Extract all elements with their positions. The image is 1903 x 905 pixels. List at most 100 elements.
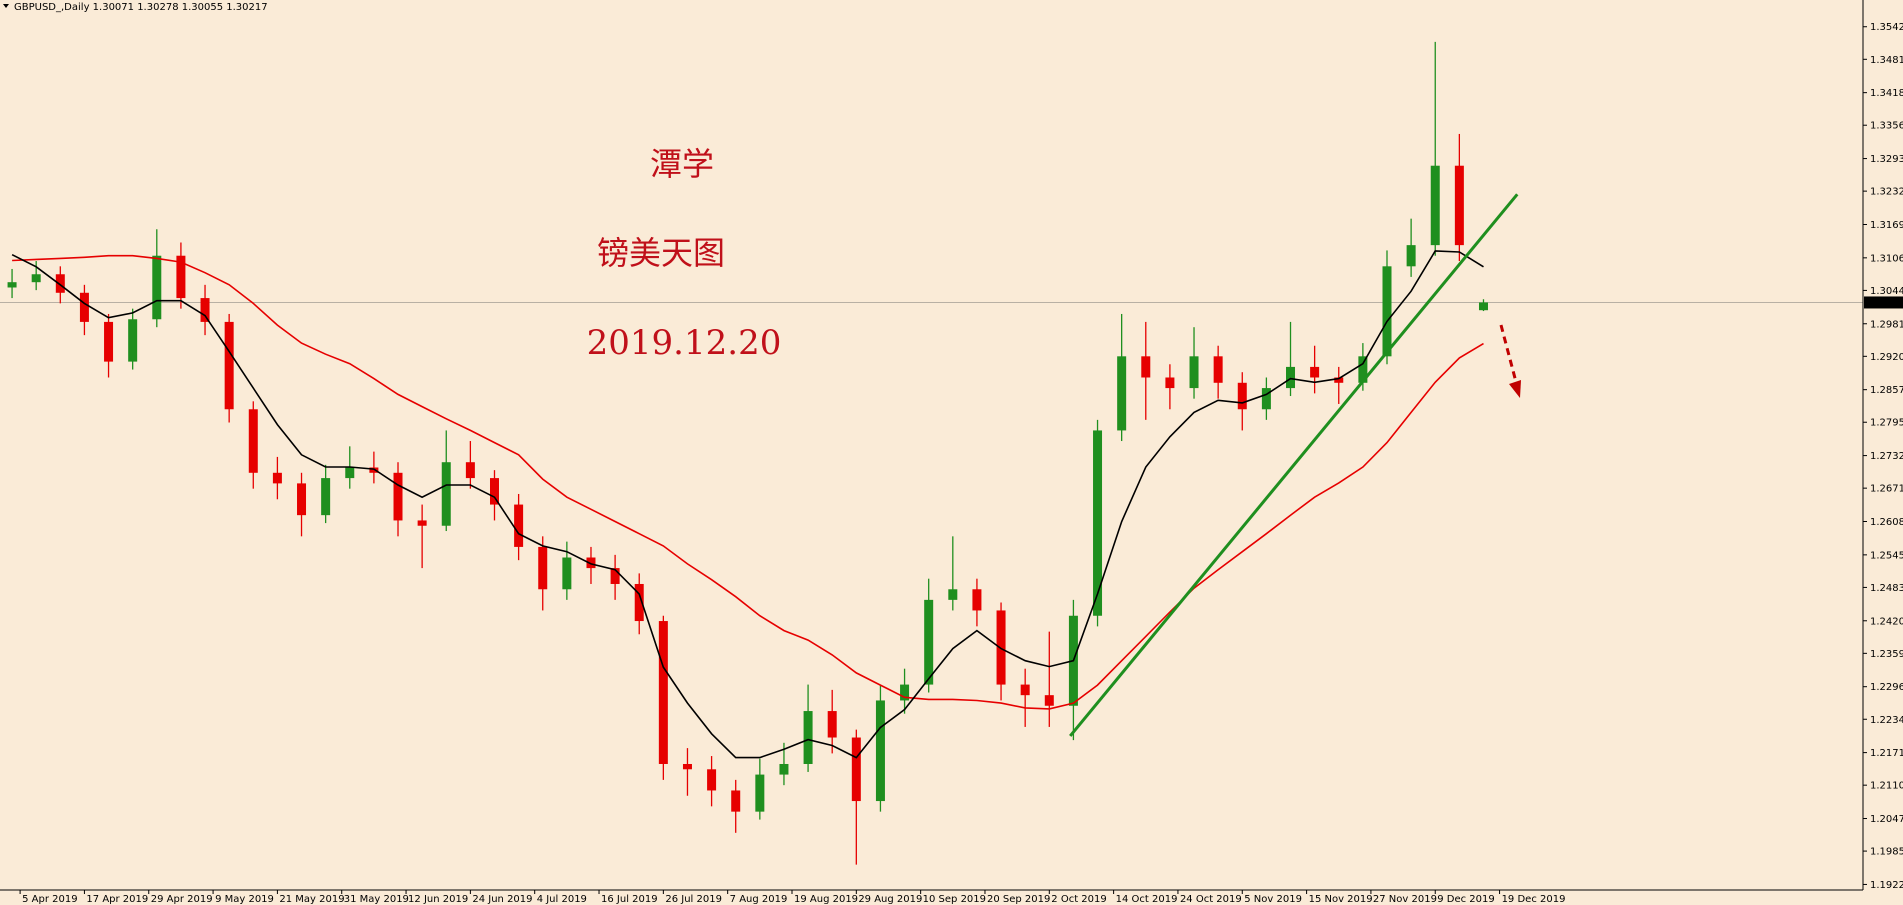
x-tick-label: 7 Aug 2019: [730, 894, 788, 905]
x-tick-label: 17 Apr 2019: [86, 894, 148, 905]
candle-body: [731, 790, 741, 812]
candle-body: [441, 462, 451, 526]
candle-body: [465, 462, 475, 479]
current-price-box: [1864, 296, 1903, 309]
x-tick-label: 5 Apr 2019: [22, 894, 77, 905]
candle-body: [779, 763, 789, 775]
candle-body: [369, 467, 379, 473]
y-tick-label: 1.23590: [1870, 649, 1903, 660]
x-tick-label: 27 Nov 2019: [1373, 894, 1437, 905]
header-icon: [3, 4, 9, 8]
candle-body: [586, 557, 596, 569]
arrow-shaft: [1499, 324, 1518, 383]
candle-body: [1093, 430, 1103, 616]
x-tick-label: 26 Jul 2019: [665, 894, 722, 905]
annotation-date: 2019.12.20: [587, 323, 782, 363]
y-tick-label: 1.24205: [1870, 616, 1903, 627]
x-tick-label: 24 Oct 2019: [1180, 894, 1242, 905]
y-tick-label: 1.26080: [1870, 517, 1903, 528]
forecast-arrow: [1499, 324, 1521, 398]
candle-body: [55, 274, 65, 293]
moving-average-slow: [12, 254, 1484, 710]
x-tick-label: 16 Jul 2019: [601, 894, 658, 905]
annotation: 镑美天图: [597, 234, 725, 272]
y-tick-label: 1.29815: [1870, 319, 1903, 330]
candle-body: [128, 319, 138, 362]
x-tick-label: 9 May 2019: [215, 894, 274, 905]
y-tick-label: 1.22345: [1870, 715, 1903, 726]
x-tick-label: 2 Oct 2019: [1051, 894, 1106, 905]
y-tick-label: 1.27955: [1870, 418, 1903, 429]
candle-body: [248, 409, 258, 473]
x-tick-label: 21 May 2019: [279, 894, 344, 905]
candle-body: [514, 504, 524, 547]
candle-body: [1454, 165, 1464, 246]
y-tick-label: 1.19855: [1870, 847, 1903, 858]
candle-body: [79, 292, 89, 322]
candle-body: [1261, 388, 1271, 410]
x-tick-label: 14 Oct 2019: [1116, 894, 1178, 905]
x-tick-label: 29 Aug 2019: [858, 894, 922, 905]
trend-line: [1069, 193, 1519, 737]
candle-body: [1406, 245, 1416, 267]
candle-body: [851, 737, 861, 802]
y-tick-label: 1.20470: [1870, 814, 1903, 825]
annotation: 潭学: [650, 145, 714, 183]
y-tick-label: 1.34180: [1870, 88, 1903, 99]
y-tick-label: 1.32935: [1870, 154, 1903, 165]
y-tick-label: 1.30445: [1870, 286, 1903, 297]
candle-body: [610, 568, 620, 584]
candle-body: [272, 472, 282, 484]
candle-body: [755, 774, 765, 812]
y-tick-label: 1.25450: [1870, 550, 1903, 561]
candle-body: [538, 546, 548, 590]
candle-body: [1358, 356, 1368, 383]
candle-body: [1165, 377, 1175, 389]
x-tick-label: 20 Sep 2019: [987, 894, 1050, 905]
candle-body: [803, 711, 813, 764]
candle-body: [1117, 356, 1127, 431]
arrow-head: [1509, 380, 1521, 398]
candle-body: [1044, 695, 1054, 706]
candle-body: [948, 589, 958, 600]
candle-body: [1020, 684, 1030, 696]
x-tick-label: 31 May 2019: [344, 894, 409, 905]
chart-header: GBPUSD_,Daily 1.30071 1.30278 1.30055 1.…: [14, 2, 268, 13]
candle-body: [996, 610, 1006, 685]
candle-body: [1310, 366, 1320, 378]
candle-body: [7, 282, 17, 288]
candle-body: [321, 478, 331, 516]
y-tick-label: 1.22960: [1870, 682, 1903, 693]
candle-body: [297, 483, 307, 516]
candle-body: [1237, 382, 1247, 410]
x-tick-label: 19 Aug 2019: [794, 894, 858, 905]
candle-body: [200, 298, 210, 322]
x-tick-label: 12 Jun 2019: [408, 894, 468, 905]
candle-body: [875, 700, 885, 802]
candle-body: [31, 274, 41, 283]
candle-body: [562, 557, 572, 590]
candle-body: [417, 520, 427, 526]
x-tick-label: 29 Apr 2019: [151, 894, 213, 905]
candle-body: [1141, 356, 1151, 378]
current-price-label: 1.30217: [1866, 298, 1903, 309]
y-tick-label: 1.32320: [1870, 187, 1903, 198]
y-tick-label: 1.21715: [1870, 748, 1903, 759]
candle-body: [707, 769, 717, 791]
candle-body: [393, 472, 403, 521]
candle-body: [900, 684, 910, 701]
plot: [0, 41, 1863, 865]
y-tick-label: 1.27325: [1870, 451, 1903, 462]
candle-body: [1382, 266, 1392, 357]
candle-body: [176, 255, 186, 299]
candle-body: [104, 321, 114, 362]
x-tick-label: 4 Jul 2019: [537, 894, 587, 905]
y-tick-label: 1.33565: [1870, 121, 1903, 132]
y-tick-label: 1.28570: [1870, 385, 1903, 396]
candle-body: [345, 467, 355, 479]
y-tick-label: 1.35425: [1870, 22, 1903, 33]
